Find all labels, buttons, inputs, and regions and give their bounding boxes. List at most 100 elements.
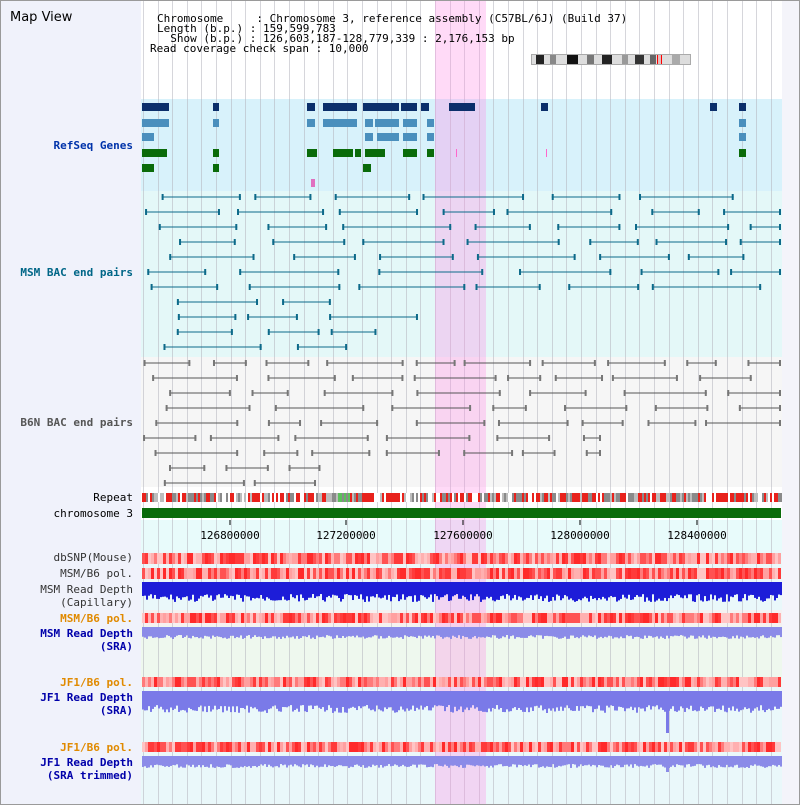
heat-cell xyxy=(493,677,496,687)
heat-cell xyxy=(193,677,196,687)
depth-bar xyxy=(304,627,306,637)
heat-cell xyxy=(772,613,775,623)
depth-bar xyxy=(688,691,690,710)
repeat-segment xyxy=(696,493,698,502)
heat-cell xyxy=(250,677,253,687)
heat-cell xyxy=(736,553,739,564)
heat-cell xyxy=(496,568,499,579)
repeat-segment xyxy=(358,493,360,502)
heat-cell xyxy=(172,677,175,687)
depth-bar xyxy=(158,691,160,709)
heat-cell xyxy=(550,742,553,752)
depth-bar xyxy=(728,756,730,768)
b6n-bac-end xyxy=(497,420,500,426)
heat-cell xyxy=(367,613,370,623)
heat-cell xyxy=(304,677,307,687)
chromosome-ideogram[interactable] xyxy=(531,54,691,65)
repeat-segment xyxy=(442,493,444,502)
gridline xyxy=(669,1,670,804)
msm-bac-end xyxy=(651,209,654,215)
depth-bar xyxy=(304,691,306,712)
heat-cell xyxy=(637,742,640,752)
depth-bar xyxy=(658,756,660,765)
heat-cell xyxy=(148,553,151,564)
repeat-segment xyxy=(212,493,214,502)
heat-cell xyxy=(379,613,382,623)
depth-bar xyxy=(384,582,386,596)
heat-cell xyxy=(271,613,274,623)
heat-cell xyxy=(706,677,709,687)
depth-bar xyxy=(336,691,338,708)
b6n-bac-end xyxy=(675,375,678,381)
depth-bar xyxy=(408,582,410,597)
depth-bar xyxy=(724,691,726,712)
repeat-segment xyxy=(296,493,298,502)
heat-cell xyxy=(220,742,223,752)
depth-bar xyxy=(402,627,404,639)
depth-bar xyxy=(164,756,166,767)
heat-cell xyxy=(439,742,442,752)
msm-bac-end xyxy=(216,284,219,290)
depth-bar xyxy=(446,756,448,766)
gene-exon xyxy=(323,119,357,127)
repeat-segment xyxy=(510,493,512,502)
msm-bac-end xyxy=(416,209,419,215)
repeat-segment xyxy=(550,493,552,502)
depth-bar xyxy=(214,627,216,637)
depth-bar xyxy=(686,582,688,599)
depth-bar xyxy=(514,627,516,639)
heat-cell xyxy=(733,553,736,564)
depth-bar xyxy=(496,627,498,638)
b6n-bac-end xyxy=(391,390,394,396)
depth-bar xyxy=(426,691,428,706)
heat-cell xyxy=(256,568,259,579)
heat-cell xyxy=(538,553,541,564)
heat-cell xyxy=(706,553,709,564)
depth-bar xyxy=(328,691,330,706)
repeat-segment xyxy=(678,493,680,502)
depth-bar xyxy=(330,582,332,598)
depth-bar xyxy=(210,691,212,712)
repeat-segment xyxy=(262,493,264,502)
depth-bar xyxy=(364,756,366,768)
heat-cell xyxy=(208,613,211,623)
depth-bar xyxy=(472,691,474,706)
repeat-segment xyxy=(754,493,756,502)
repeat-segment xyxy=(340,493,342,502)
heat-cell xyxy=(568,553,571,564)
repeat-segment xyxy=(642,493,644,502)
depth-bar xyxy=(632,627,634,639)
selected-region-highlight[interactable] xyxy=(435,1,486,804)
depth-bar xyxy=(180,582,182,600)
repeat-segment xyxy=(448,493,450,502)
heat-cell xyxy=(364,742,367,752)
heat-cell xyxy=(544,742,547,752)
repeat-segment xyxy=(174,493,176,502)
heat-cell xyxy=(481,568,484,579)
heat-cell xyxy=(169,553,172,564)
depth-bar xyxy=(570,756,572,768)
depth-bar xyxy=(242,627,244,639)
heat-cell xyxy=(319,613,322,623)
depth-bar xyxy=(640,756,642,766)
depth-bar xyxy=(632,691,634,711)
depth-bar xyxy=(554,691,556,712)
depth-bar xyxy=(630,627,632,636)
depth-bar xyxy=(414,756,416,765)
heat-cell xyxy=(490,677,493,687)
heat-cell xyxy=(157,568,160,579)
heat-cell xyxy=(238,613,241,623)
gridline xyxy=(362,1,363,804)
repeat-segment xyxy=(676,493,678,502)
repeat-segment xyxy=(278,493,280,502)
depth-bar xyxy=(728,627,730,639)
depth-bar xyxy=(362,627,364,637)
heat-cell xyxy=(355,742,358,752)
heat-cell xyxy=(418,742,421,752)
depth-bar xyxy=(658,627,660,639)
heat-cell xyxy=(583,568,586,579)
depth-bar xyxy=(670,691,672,709)
depth-bar xyxy=(484,627,486,638)
heat-cell xyxy=(688,553,691,564)
